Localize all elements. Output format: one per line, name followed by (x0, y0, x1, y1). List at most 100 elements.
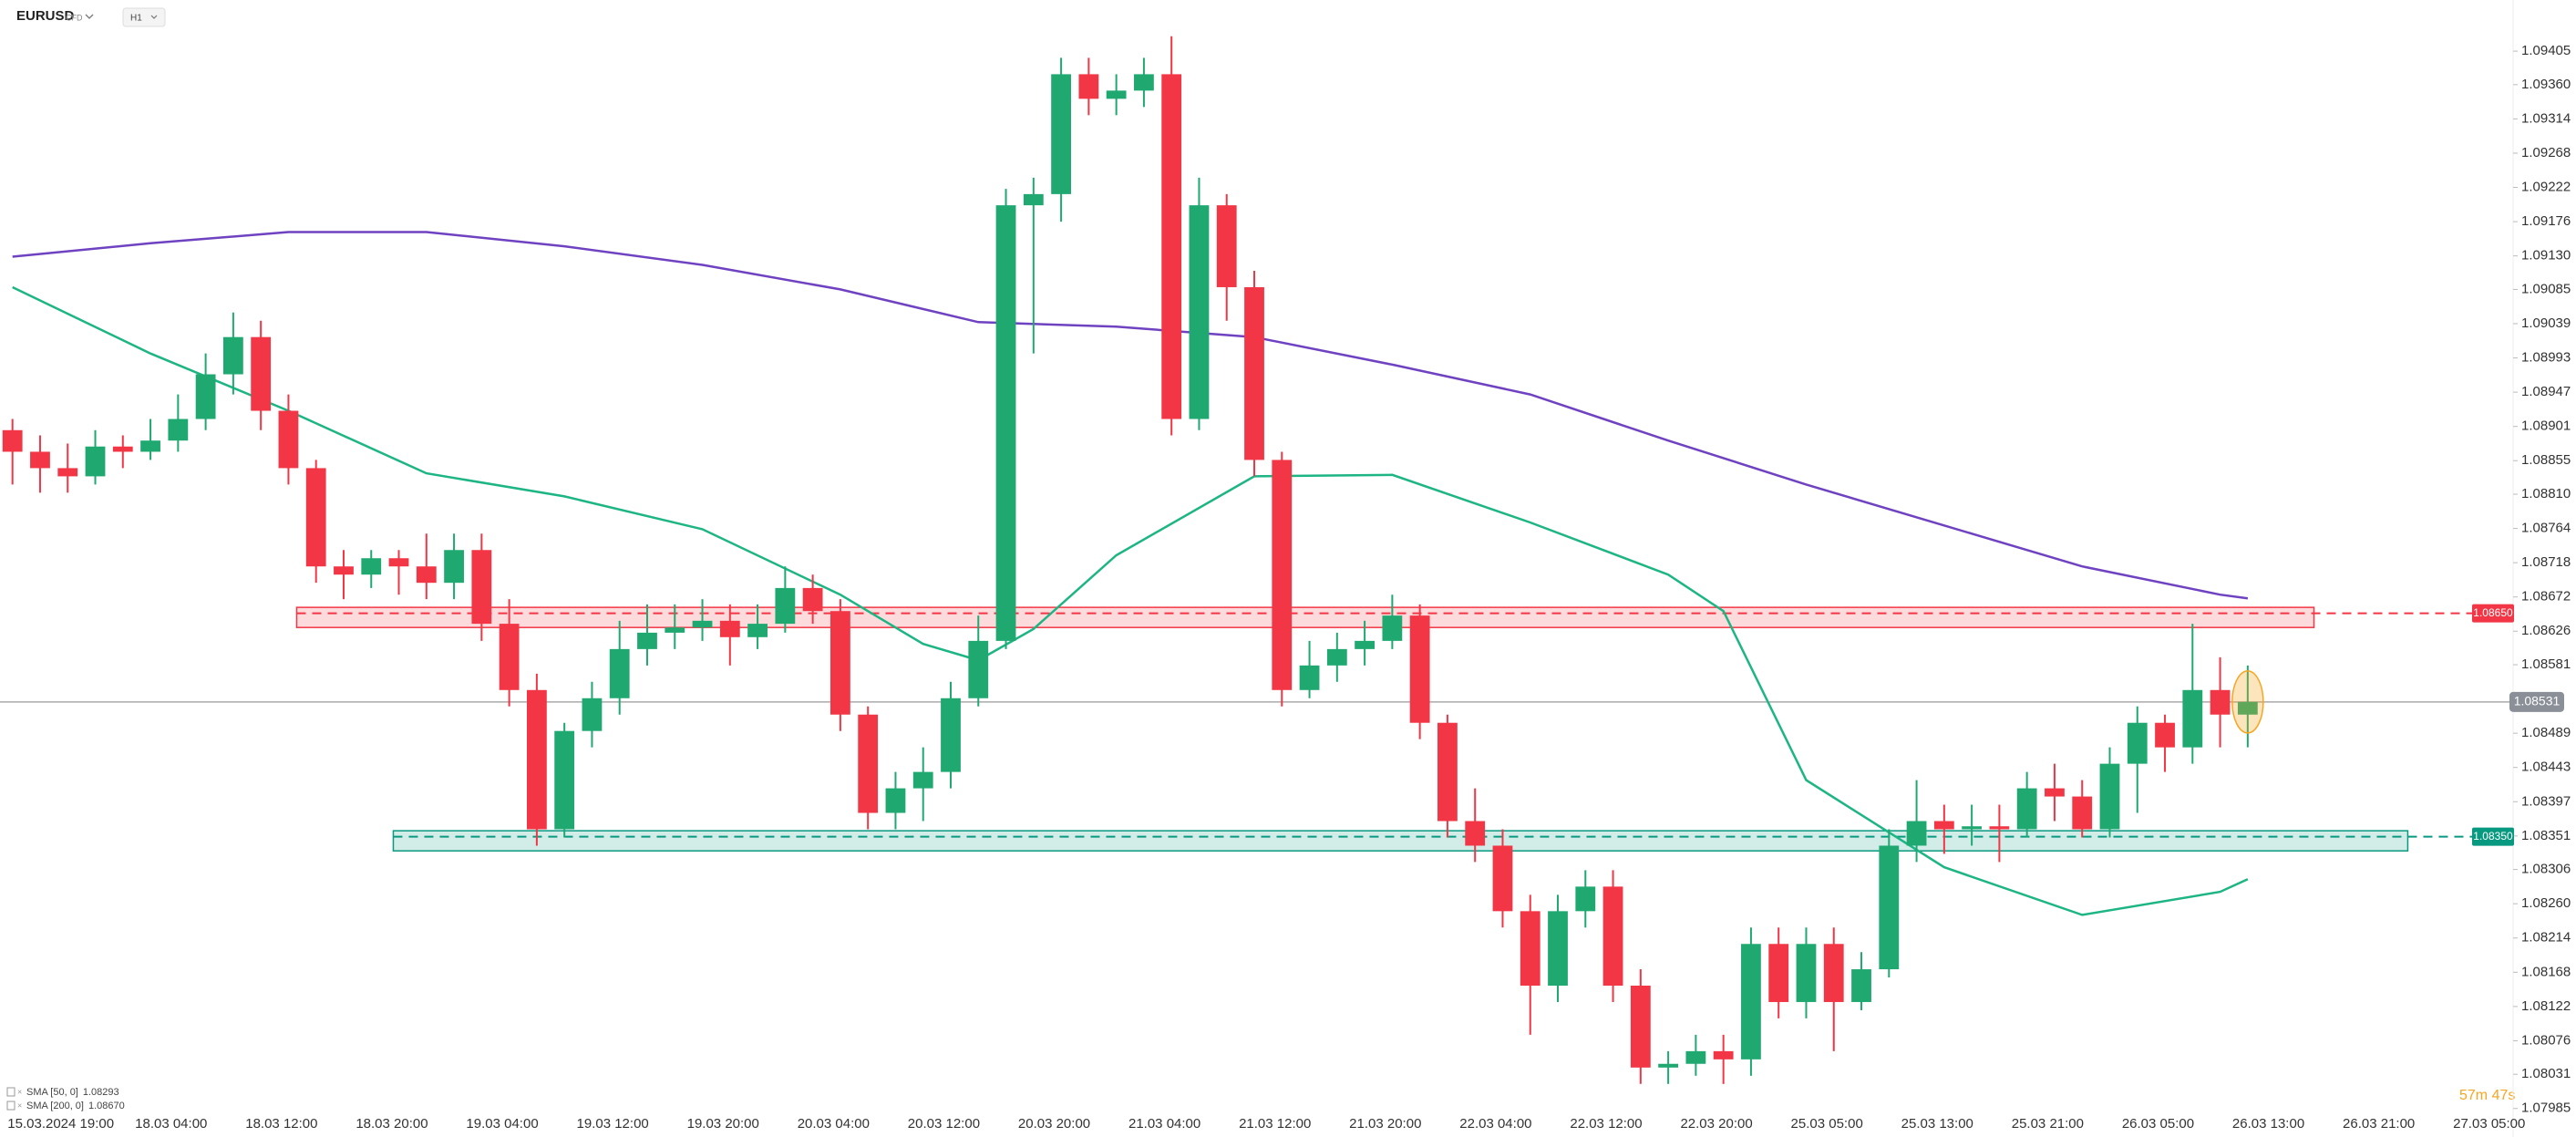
candle-body (1299, 665, 1320, 690)
candle-body (802, 587, 823, 612)
legend-icon (6, 1087, 15, 1097)
candle-body (471, 550, 492, 625)
candle-body (1078, 74, 1099, 99)
legend-name: SMA [200, 0] (26, 1101, 84, 1111)
candle-body (1906, 821, 1927, 846)
candle-body (2016, 788, 2037, 830)
candle-body (1741, 944, 1761, 1059)
level-label-box (2472, 827, 2514, 846)
level-zone (392, 830, 2409, 852)
y-tick-label: 1.08031 (2521, 1066, 2571, 1081)
candle-body (388, 558, 409, 567)
candle-body (85, 446, 106, 477)
candle-body (1851, 969, 1871, 1002)
candle-body (1023, 193, 1044, 206)
y-tick-label: 1.08947 (2521, 384, 2571, 399)
candle-body (1216, 205, 1237, 287)
candle-body (1962, 826, 1983, 830)
candle-body (1326, 648, 1347, 666)
x-tick-label: 19.03 12:00 (577, 1116, 649, 1132)
y-tick-label: 1.08489 (2521, 725, 2571, 740)
y-tick-label: 1.08810 (2521, 486, 2571, 501)
candle-body (885, 788, 906, 813)
candle-body (719, 620, 740, 637)
legend-name: SMA [50, 0] (26, 1087, 78, 1098)
candle-body (858, 714, 879, 813)
x-tick-label: 26.03 05:00 (2122, 1116, 2194, 1132)
candle-body (1685, 1050, 1706, 1064)
candle-body (1630, 986, 1651, 1068)
y-tick-label: 1.08122 (2521, 998, 2571, 1014)
y-tick-label: 1.08168 (2521, 964, 2571, 979)
candle-body (1879, 845, 1900, 970)
candle-body (416, 566, 437, 584)
symbol-dropdown[interactable] (85, 14, 94, 19)
x-tick-label: 18.03 12:00 (245, 1116, 317, 1132)
y-tick-label: 1.08351 (2521, 828, 2571, 843)
y-tick-label: 1.08672 (2521, 589, 2571, 605)
candle-body (1548, 911, 1568, 986)
x-tick-label: 22.03 12:00 (1570, 1116, 1642, 1132)
candle-body (251, 336, 272, 411)
x-tick-label: 26.03 13:00 (2232, 1116, 2304, 1132)
level-label: 1.08350 (2473, 830, 2513, 842)
y-tick-label: 1.09222 (2521, 180, 2571, 195)
candle-body (775, 587, 796, 625)
y-tick-label: 1.09405 (2521, 43, 2571, 58)
x-tick-label: 26.03 21:00 (2343, 1116, 2415, 1132)
candle-body (968, 640, 989, 698)
candle-body (2099, 763, 2120, 830)
candle-body (1602, 886, 1623, 986)
candle-body (665, 627, 685, 633)
interval: H1 (130, 14, 142, 24)
y-tick-label: 1.08764 (2521, 521, 2571, 536)
symbol: EURUSD (16, 8, 75, 24)
legend-close: × (17, 1087, 22, 1096)
x-tick-label: 20.03 12:00 (908, 1116, 980, 1132)
sma-line (12, 285, 2249, 916)
x-tick-label: 22.03 20:00 (1680, 1116, 1752, 1132)
current-price-box (2509, 691, 2564, 712)
instrument-type: CFD (66, 13, 83, 22)
x-tick-label: 21.03 04:00 (1128, 1116, 1200, 1132)
candle-body (499, 624, 520, 690)
y-tick-label: 1.09039 (2521, 315, 2571, 331)
candle-body (692, 620, 713, 628)
candle-body (2182, 689, 2203, 748)
x-tick-label: 25.03 13:00 (1901, 1116, 1973, 1132)
candle-body (444, 550, 464, 584)
legend-value: 1.08293 (83, 1087, 119, 1098)
candle-body (334, 566, 354, 575)
x-tick-label: 19.03 20:00 (687, 1116, 759, 1132)
y-tick-label: 1.08626 (2521, 623, 2571, 638)
candle-body (222, 336, 243, 375)
y-tick-label: 1.08260 (2521, 895, 2571, 911)
sma-line (12, 231, 2249, 600)
candle-body (637, 632, 657, 649)
candle-body (278, 410, 299, 469)
candle-body (747, 624, 768, 637)
legend-icon (6, 1101, 15, 1111)
level-label: 1.08650 (2473, 606, 2513, 619)
candle-body (1823, 944, 1844, 1002)
y-tick-label: 1.09176 (2521, 213, 2571, 229)
candle-body (168, 419, 189, 441)
legend-value: 1.08670 (88, 1101, 125, 1111)
candle-body (1051, 74, 1071, 194)
x-tick-label: 19.03 04:00 (466, 1116, 538, 1132)
current-price-label: 1.08531 (2514, 694, 2561, 708)
candle-body (582, 698, 603, 731)
level-label-box (2472, 604, 2514, 623)
x-tick-label: 22.03 04:00 (1459, 1116, 1531, 1132)
candle-body (2, 429, 23, 452)
y-tick-label: 1.08901 (2521, 419, 2571, 434)
candle-body (830, 611, 850, 715)
candle-body (1520, 911, 1540, 986)
y-tick-label: 1.08581 (2521, 656, 2571, 672)
candle-body (2237, 701, 2258, 715)
y-tick-label: 1.08443 (2521, 760, 2571, 775)
interval-button[interactable] (122, 7, 166, 27)
candle-body (2155, 722, 2175, 748)
candle-body (1437, 722, 1458, 822)
